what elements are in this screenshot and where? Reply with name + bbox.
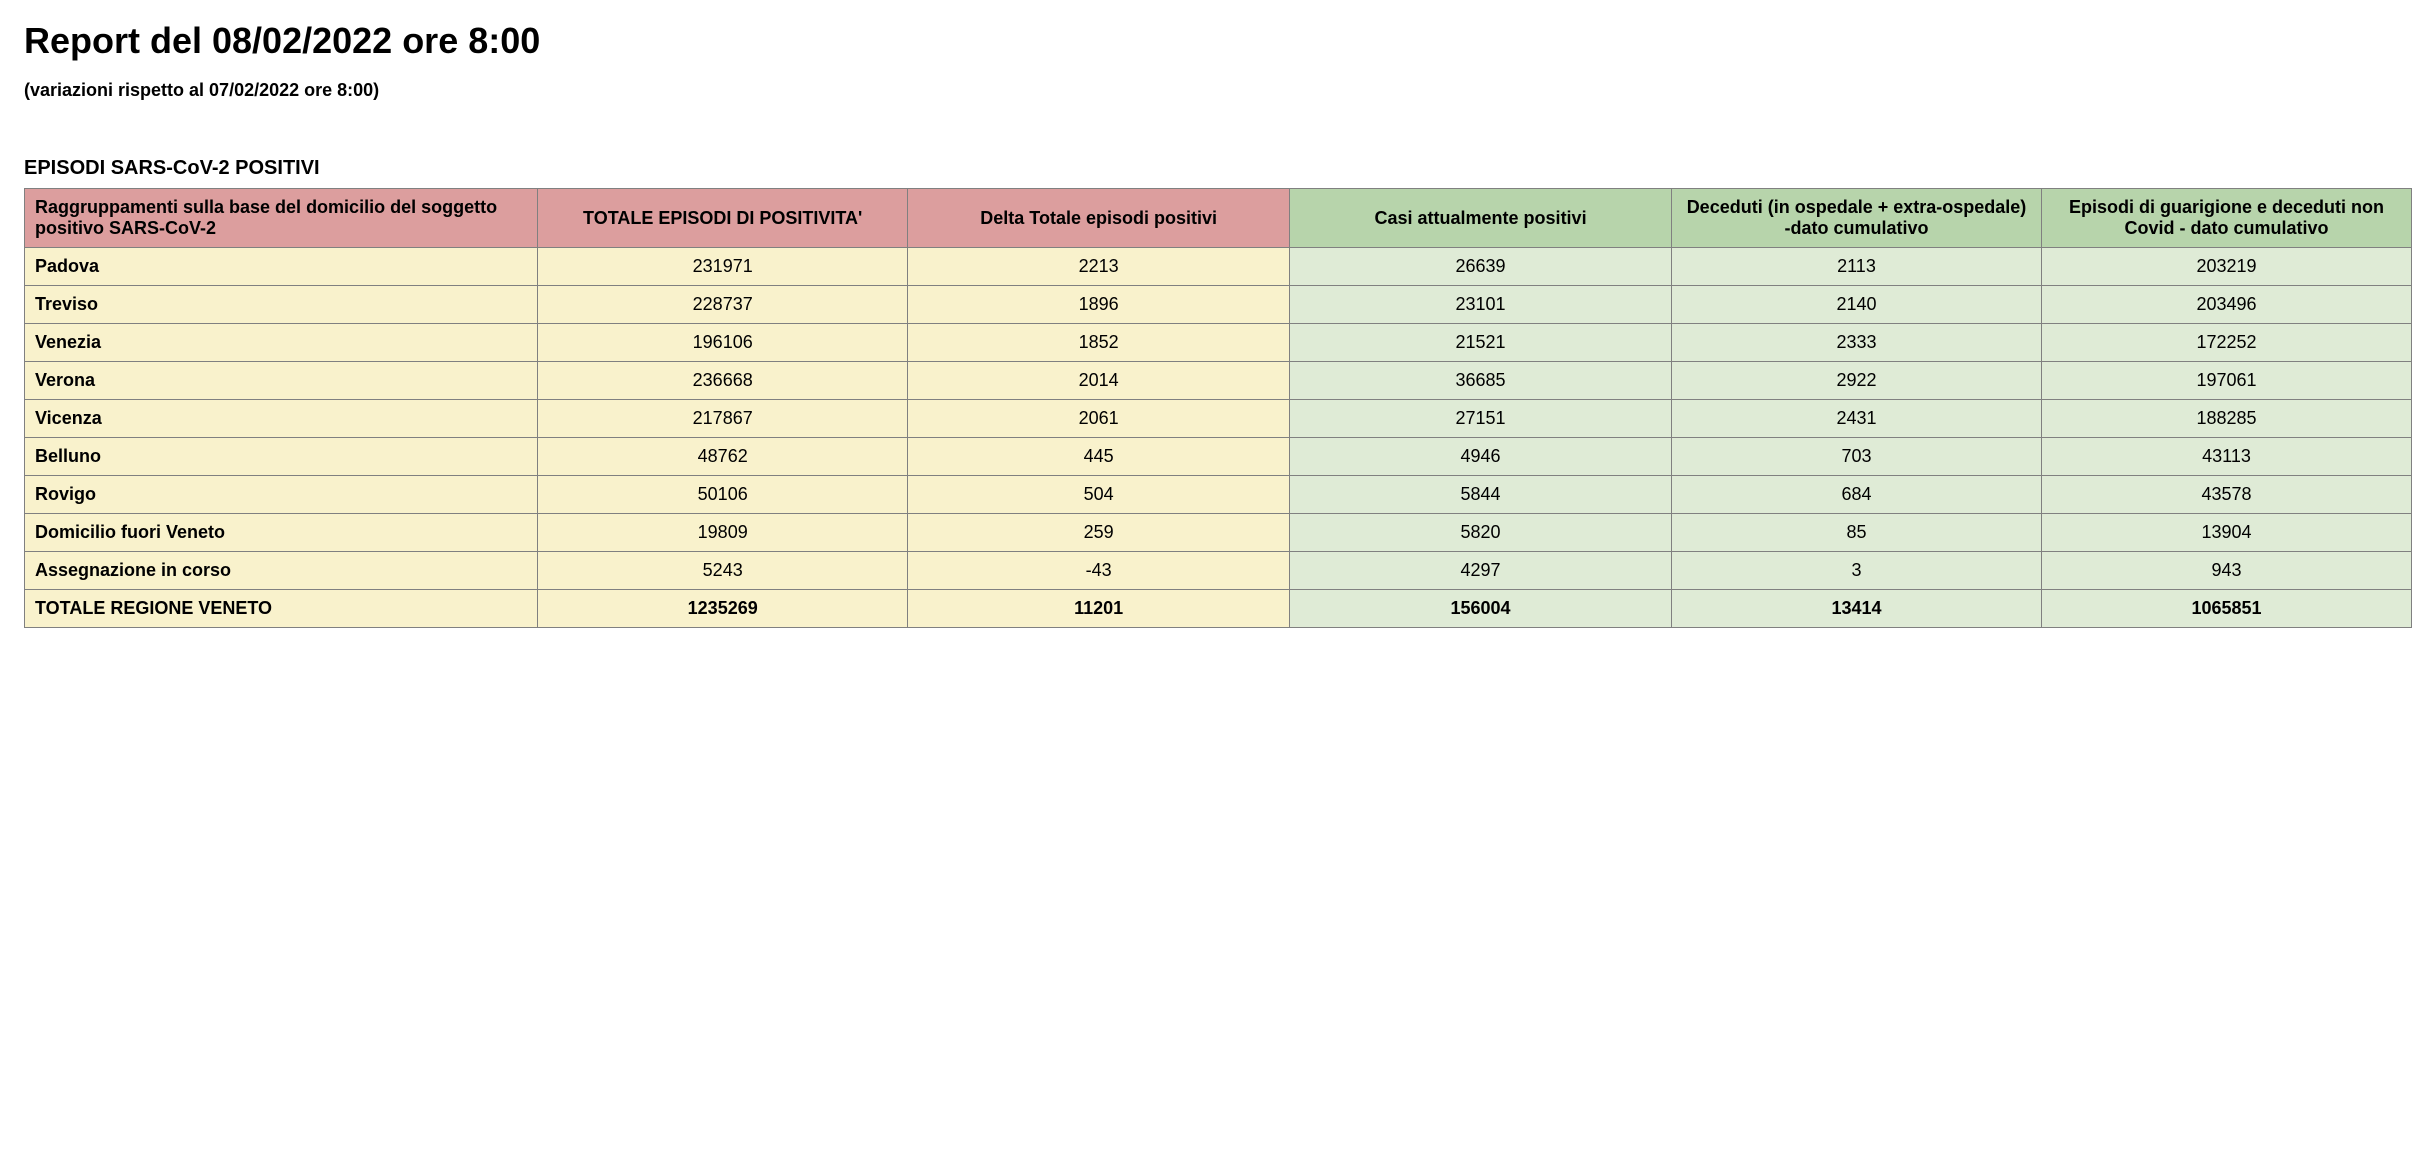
table-cell: 217867 xyxy=(538,400,908,438)
section-header: EPISODI SARS-CoV-2 POSITIVI xyxy=(24,157,2412,180)
table-cell: 203496 xyxy=(2041,286,2411,324)
table-cell: 703 xyxy=(1672,438,2042,476)
table-header-cell: Delta Totale episodi positivi xyxy=(908,189,1290,248)
table-row-label: Belluno xyxy=(25,438,538,476)
table-cell: 2113 xyxy=(1672,248,2042,286)
table-cell: 236668 xyxy=(538,362,908,400)
table-cell: 203219 xyxy=(2041,248,2411,286)
table-cell: 50106 xyxy=(538,476,908,514)
table-row: Rovigo50106504584468443578 xyxy=(25,476,2412,514)
table-cell: 4297 xyxy=(1290,552,1672,590)
table-row: Domicilio fuori Veneto198092595820851390… xyxy=(25,514,2412,552)
table-cell: 26639 xyxy=(1290,248,1672,286)
table-cell: 5243 xyxy=(538,552,908,590)
table-cell: 48762 xyxy=(538,438,908,476)
table-cell: 2213 xyxy=(908,248,1290,286)
table-cell: 1896 xyxy=(908,286,1290,324)
table-total-cell: 1065851 xyxy=(2041,590,2411,628)
table-cell: 2922 xyxy=(1672,362,2042,400)
table-cell: 13904 xyxy=(2041,514,2411,552)
table-cell: 1852 xyxy=(908,324,1290,362)
table-cell: 2014 xyxy=(908,362,1290,400)
table-total-cell: 156004 xyxy=(1290,590,1672,628)
table-cell: -43 xyxy=(908,552,1290,590)
table-header-cell: Episodi di guarigione e deceduti non Cov… xyxy=(2041,189,2411,248)
episodes-table: Raggruppamenti sulla base del domicilio … xyxy=(24,188,2412,628)
table-cell: 228737 xyxy=(538,286,908,324)
table-cell: 259 xyxy=(908,514,1290,552)
table-cell: 172252 xyxy=(2041,324,2411,362)
table-cell: 197061 xyxy=(2041,362,2411,400)
table-row-label: Venezia xyxy=(25,324,538,362)
table-cell: 5844 xyxy=(1290,476,1672,514)
table-header-cell: Deceduti (in ospedale + extra-ospedale) … xyxy=(1672,189,2042,248)
table-cell: 231971 xyxy=(538,248,908,286)
table-cell: 21521 xyxy=(1290,324,1672,362)
table-cell: 5820 xyxy=(1290,514,1672,552)
table-cell: 85 xyxy=(1672,514,2042,552)
table-total-label: TOTALE REGIONE VENETO xyxy=(25,590,538,628)
table-row-label: Assegnazione in corso xyxy=(25,552,538,590)
table-row-label: Verona xyxy=(25,362,538,400)
table-cell: 684 xyxy=(1672,476,2042,514)
table-row: Treviso2287371896231012140203496 xyxy=(25,286,2412,324)
table-header-cell: Raggruppamenti sulla base del domicilio … xyxy=(25,189,538,248)
report-title: Report del 08/02/2022 ore 8:00 xyxy=(24,20,2412,62)
table-cell: 19809 xyxy=(538,514,908,552)
table-cell: 196106 xyxy=(538,324,908,362)
table-total-cell: 13414 xyxy=(1672,590,2042,628)
table-cell: 27151 xyxy=(1290,400,1672,438)
table-cell: 3 xyxy=(1672,552,2042,590)
table-row-label: Treviso xyxy=(25,286,538,324)
table-cell: 188285 xyxy=(2041,400,2411,438)
table-row: Assegnazione in corso5243-4342973943 xyxy=(25,552,2412,590)
table-total-cell: 11201 xyxy=(908,590,1290,628)
table-cell: 2333 xyxy=(1672,324,2042,362)
table-cell: 504 xyxy=(908,476,1290,514)
table-header-row: Raggruppamenti sulla base del domicilio … xyxy=(25,189,2412,248)
table-row: Padova2319712213266392113203219 xyxy=(25,248,2412,286)
table-header-cell: Casi attualmente positivi xyxy=(1290,189,1672,248)
table-total-row: TOTALE REGIONE VENETO1235269112011560041… xyxy=(25,590,2412,628)
table-total-cell: 1235269 xyxy=(538,590,908,628)
table-cell: 36685 xyxy=(1290,362,1672,400)
table-cell: 445 xyxy=(908,438,1290,476)
table-row: Belluno48762445494670343113 xyxy=(25,438,2412,476)
table-header-cell: TOTALE EPISODI DI POSITIVITA' xyxy=(538,189,908,248)
table-cell: 23101 xyxy=(1290,286,1672,324)
table-row-label: Padova xyxy=(25,248,538,286)
table-cell: 2140 xyxy=(1672,286,2042,324)
table-cell: 43113 xyxy=(2041,438,2411,476)
table-row: Venezia1961061852215212333172252 xyxy=(25,324,2412,362)
table-row: Vicenza2178672061271512431188285 xyxy=(25,400,2412,438)
table-cell: 943 xyxy=(2041,552,2411,590)
table-row-label: Domicilio fuori Veneto xyxy=(25,514,538,552)
report-subtitle: (variazioni rispetto al 07/02/2022 ore 8… xyxy=(24,80,2412,101)
table-cell: 2431 xyxy=(1672,400,2042,438)
table-row-label: Rovigo xyxy=(25,476,538,514)
table-row-label: Vicenza xyxy=(25,400,538,438)
table-row: Verona2366682014366852922197061 xyxy=(25,362,2412,400)
table-cell: 43578 xyxy=(2041,476,2411,514)
table-cell: 2061 xyxy=(908,400,1290,438)
table-cell: 4946 xyxy=(1290,438,1672,476)
